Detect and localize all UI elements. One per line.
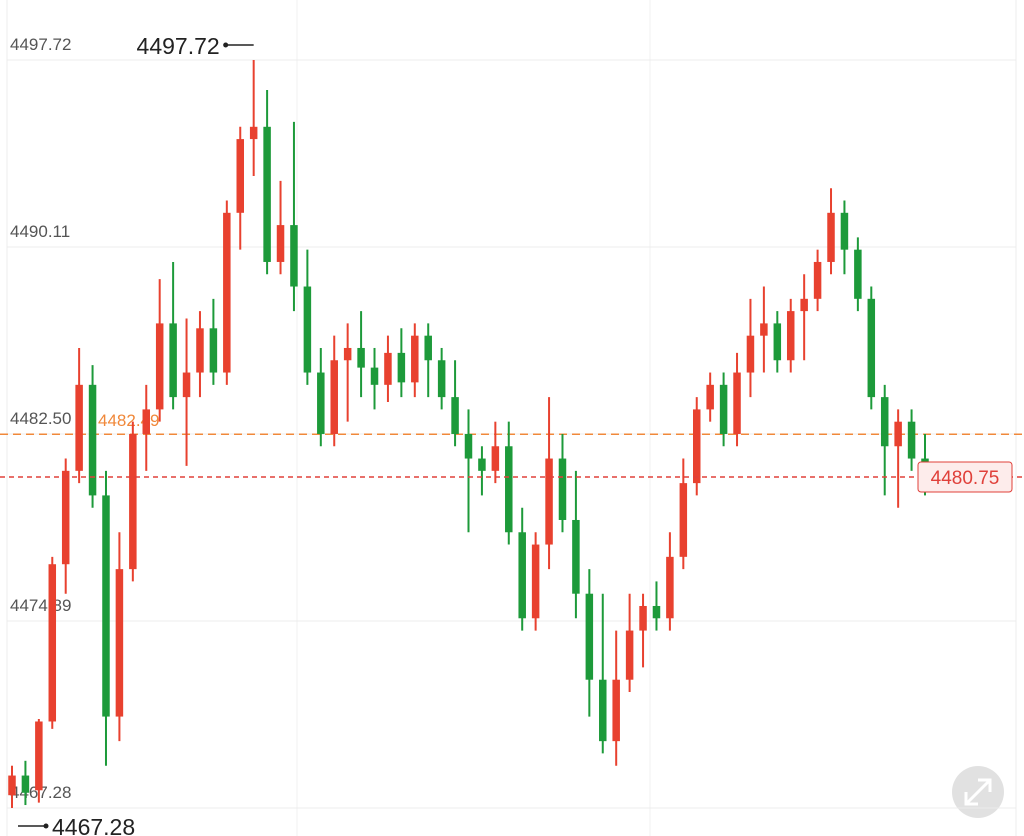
candle-body: [625, 630, 634, 680]
candle-body: [75, 384, 83, 471]
max-label: 4497.72: [137, 33, 220, 59]
candle-body: [652, 605, 661, 619]
candle-body: [290, 225, 298, 287]
candle-body: [867, 298, 876, 398]
candle-body: [531, 544, 540, 619]
candle-body: [209, 328, 218, 373]
candle-body: [276, 225, 285, 262]
candle-body: [693, 409, 701, 484]
last-price-box: [917, 461, 1013, 493]
candle-body: [384, 352, 392, 385]
candle-body: [854, 249, 862, 299]
candle-body: [773, 323, 782, 361]
candle-body: [317, 372, 325, 434]
reference-label: 4482.49: [98, 411, 159, 430]
candle-body: [558, 458, 567, 520]
candle-body: [61, 470, 70, 565]
candle-body: [155, 323, 164, 410]
y-tick-label: 4490.11: [10, 222, 70, 241]
y-tick-label: 4497.72: [10, 35, 71, 54]
candle-body: [907, 421, 916, 459]
candle-body: [760, 323, 768, 336]
candle-body: [786, 311, 795, 361]
candle-body: [8, 775, 16, 796]
candle-body: [330, 360, 338, 434]
candle-body: [840, 212, 849, 250]
candle-body: [679, 483, 688, 557]
last-price-label: 4480.75: [931, 468, 1000, 489]
max-dot: [223, 42, 229, 48]
candle-body: [572, 519, 580, 594]
candle-body: [397, 352, 406, 383]
candle-body: [88, 384, 97, 496]
candle-body: [35, 721, 43, 791]
candle-body: [813, 261, 822, 299]
candle-body: [800, 298, 808, 312]
candle-body: [518, 532, 526, 619]
candle-body: [545, 458, 553, 545]
candle-body: [411, 335, 419, 383]
candle-body: [478, 458, 486, 471]
y-tick-label: 4482.50: [10, 409, 71, 428]
candle-body: [424, 335, 432, 361]
candle-body: [719, 384, 728, 434]
min-dot: [43, 823, 49, 829]
candle-body: [746, 335, 755, 373]
candle-body: [733, 372, 741, 434]
candle-body: [505, 446, 513, 533]
candle-body: [169, 323, 177, 398]
candle-body: [585, 593, 594, 680]
candle-body: [48, 564, 57, 722]
candle-body: [343, 347, 352, 361]
candle-body: [827, 212, 835, 262]
candle-body: [666, 556, 674, 619]
candle-body: [102, 495, 110, 717]
candle-body: [263, 126, 271, 262]
candle-body: [223, 212, 231, 373]
min-label: 4467.28: [52, 814, 135, 836]
candle-body: [894, 421, 902, 447]
candle-body: [182, 372, 191, 398]
candle-body: [249, 126, 258, 140]
candle-body: [236, 139, 244, 213]
candle-body: [142, 409, 151, 434]
candle-body: [370, 367, 379, 385]
candle-body: [437, 360, 446, 398]
candle-body: [639, 605, 647, 631]
candle-body: [706, 384, 714, 410]
candle-body: [464, 433, 473, 459]
candle-body: [21, 775, 30, 793]
candle-body: [196, 328, 204, 373]
expand-button[interactable]: [952, 766, 1004, 818]
candle-body: [357, 347, 365, 368]
candle-body: [129, 433, 137, 570]
candle-body: [491, 446, 500, 471]
candle-body: [612, 679, 620, 742]
candle-body: [303, 286, 312, 373]
y-tick-label: 4474.89: [10, 596, 71, 615]
expand-icon[interactable]: [964, 778, 992, 806]
candle-body: [115, 569, 124, 717]
candle-body: [880, 397, 889, 447]
candle-body: [599, 679, 607, 742]
candle-body: [451, 397, 459, 434]
